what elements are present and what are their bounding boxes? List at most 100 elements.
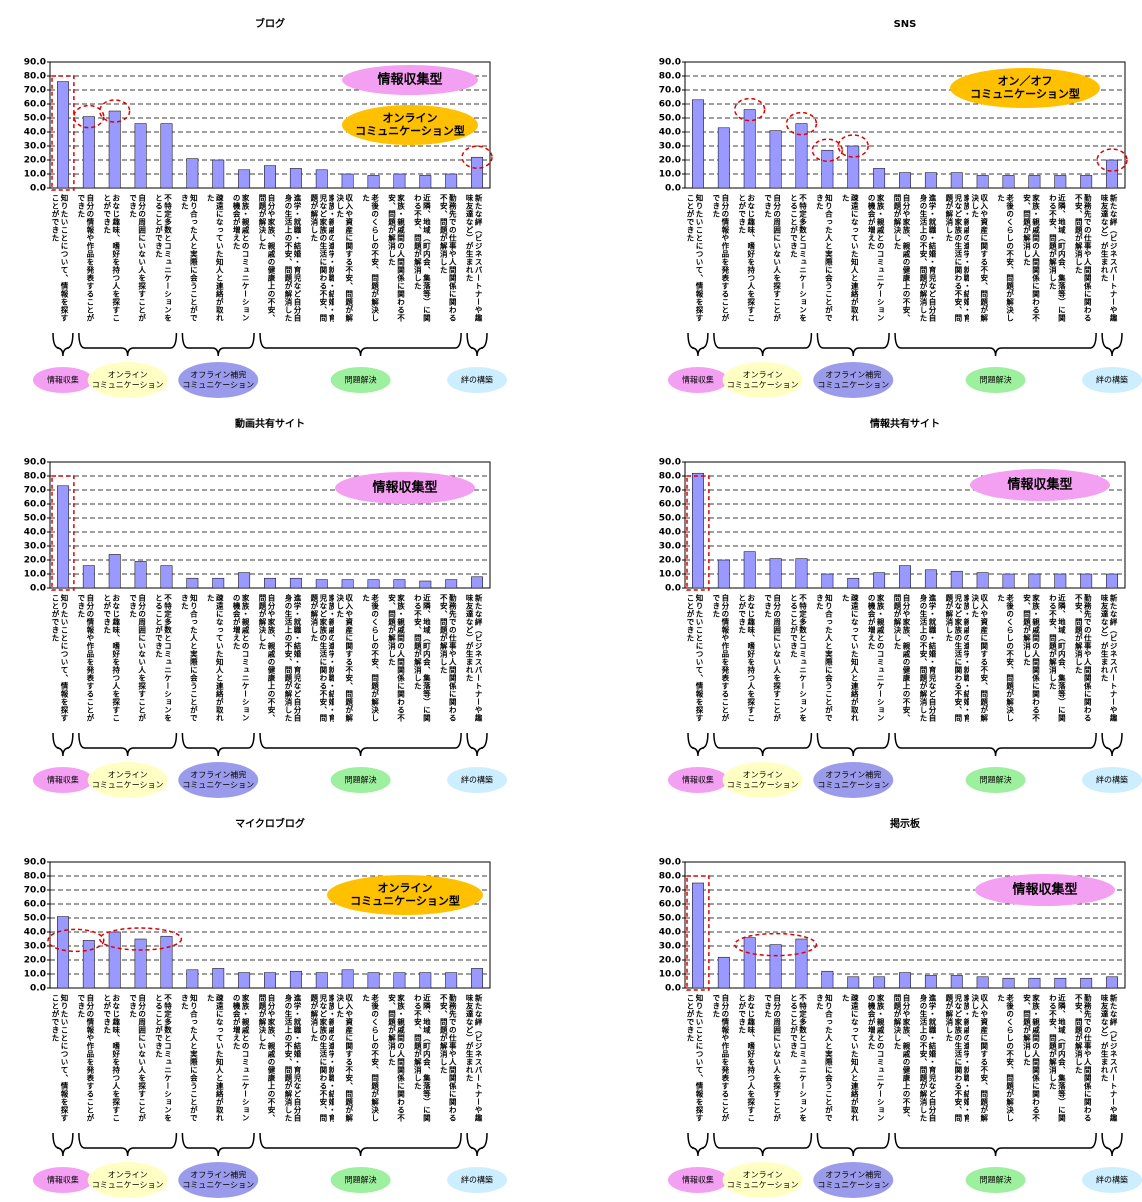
x-tick-label: 家族・親戚とのコミュニケーションの機会が増えた <box>232 194 251 322</box>
y-tick-label: 70.0 <box>659 886 681 896</box>
bar <box>160 565 173 589</box>
group-label: オンライン <box>743 371 783 380</box>
group-label: 情報収集 <box>682 375 714 385</box>
bar <box>743 937 756 989</box>
group-badge <box>813 762 894 798</box>
x-tick-label: 家族・親戚間の人間関係に関わる不安、問題が解消した <box>387 594 406 722</box>
category-label-box: 近隣、地域（町内会、集落等）に関わる不安、問題が解消した <box>413 194 431 322</box>
x-tick-label: 知りたいことについて、情報を探すことができた <box>51 994 69 1122</box>
x-tick-label: 近隣、地域（町内会、集落等）に関わる不安、問題が解消した <box>1048 594 1067 722</box>
category-label-box: 不特定多数とコミュニケーションをとることができた <box>790 594 808 722</box>
category-label-box: 知り合った人と実際に会うことができた <box>815 994 833 1122</box>
category-label-box: 知り合った人と実際に会うことができた <box>815 194 833 322</box>
y-tick-label: 80.0 <box>659 872 681 882</box>
group-label: コミュニケーション <box>182 381 254 390</box>
bar <box>341 173 354 189</box>
group-label: オフライン補完 <box>190 770 246 780</box>
y-tick-label: 70.0 <box>24 886 46 896</box>
x-tick-label: 家族・親戚の進学・就職・結婚・育児など家族の生活に関わる不安、問題が解消した <box>309 594 334 722</box>
x-tick-label: 自分や家族、親戚の健康上の不安、問題が解決した <box>258 194 277 322</box>
group-badge <box>1082 367 1142 393</box>
bar <box>367 175 380 189</box>
bar <box>82 565 95 589</box>
y-tick-label: 20.0 <box>659 556 681 566</box>
x-tick-label: 自分の情報や作品を発表することができた <box>76 994 95 1122</box>
y-tick-label: 90.0 <box>24 58 46 68</box>
category-label-box: 近隣、地域（町内会、集落等）に関わる不安、問題が解消した <box>413 994 431 1122</box>
category-label-box: 自分の周囲にいない人を探すことができた <box>764 194 782 322</box>
group-brace <box>687 332 709 357</box>
bar <box>1028 573 1041 589</box>
group-label: コミュニケーション <box>182 1181 254 1190</box>
bar <box>1054 175 1067 189</box>
group-brace <box>466 732 488 757</box>
y-tick-label: 50.0 <box>659 114 681 124</box>
category-label-box: 近隣、地域（町内会、集落等）に関わる不安、問題が解消した <box>413 594 431 722</box>
y-tick-label: 0.0 <box>30 184 46 194</box>
category-label-box: 新たな絆（ビジネスパートナーや趣味友達など）が生まれた <box>465 994 483 1122</box>
group-brace <box>1101 332 1123 357</box>
x-tick-label: 新たな絆（ビジネスパートナーや趣味友達など）が生まれた <box>465 594 484 722</box>
group-brace <box>713 332 813 357</box>
x-tick-label: 老後のくらしの不安、問題が解決した <box>996 594 1015 722</box>
group-brace <box>1101 1132 1123 1157</box>
y-tick-label: 20.0 <box>659 956 681 966</box>
chart-title: 動画共有サイト <box>235 417 305 430</box>
x-tick-label: 老後のくらしの不安、問題が解決した <box>996 994 1015 1122</box>
bar <box>134 561 147 589</box>
x-tick-label: 収入や資産に関する不安、問題が解決した <box>970 994 989 1122</box>
category-label-box: 知りたいことについて、情報を探すことができた <box>51 594 69 722</box>
category-label-box: 自分の周囲にいない人を探すことができた <box>129 994 147 1122</box>
bar <box>341 969 354 989</box>
bar <box>212 577 225 589</box>
group-label: オフライン補完 <box>190 370 246 380</box>
x-tick-label: 進学・就職・結婚・育児など自分自身の生活上の不安、問題が解消した <box>918 594 937 722</box>
category-label-box: 不特定多数とコミュニケーションをとることができた <box>790 194 808 322</box>
bar <box>186 158 199 189</box>
x-tick-label: 自分の周囲にいない人を探すことができた <box>763 994 782 1122</box>
group-label: 絆の構築 <box>1096 375 1128 385</box>
category-label-box: 近隣、地域（町内会、集落等）に関わる不安、問題が解消した <box>1048 594 1067 722</box>
group-label: オンライン <box>108 1171 148 1180</box>
bar <box>847 976 860 989</box>
category-label-box: おなじ趣味、嗜好を持つ人を探すことができた <box>738 594 756 722</box>
bar <box>471 576 484 589</box>
x-tick-label: 自分の周囲にいない人を探すことができた <box>128 594 147 722</box>
bar <box>419 972 432 989</box>
category-label-box: 不特定多数とコミュニケーションをとることができた <box>155 194 173 322</box>
group-label: 絆の構築 <box>461 375 493 385</box>
group-label: コミュニケーション <box>92 1181 164 1190</box>
x-tick-label: 近隣、地域（町内会、集落等）に関わる不安、問題が解消した <box>1048 194 1067 322</box>
x-tick-label: 知りたいことについて、情報を探すことができた <box>686 194 704 322</box>
x-tick-label: 知りたいことについて、情報を探すことができた <box>51 594 69 722</box>
category-label-box: 知り合った人と実際に会うことができた <box>180 994 198 1122</box>
group-badge <box>178 362 259 398</box>
bar <box>924 975 937 989</box>
y-tick-label: 70.0 <box>24 86 46 96</box>
group-badge <box>330 767 391 793</box>
x-tick-label: 老後のくらしの不安、問題が解決した <box>996 194 1015 322</box>
bar <box>56 485 69 589</box>
group-badge <box>447 367 508 393</box>
category-label-box: 家族・親戚の進学・就職・結婚・育児など家族の生活に関わる不安、問題が解消した <box>309 594 334 722</box>
x-tick-label: 進学・就職・結婚・育児など自分自身の生活上の不安、問題が解消した <box>283 994 302 1122</box>
type-badge-label: 情報収集型 <box>1012 882 1077 898</box>
y-tick-label: 60.0 <box>24 100 46 110</box>
bar <box>950 975 963 989</box>
x-tick-label: 勤務先での仕事や人間関係に関わる不安、問題が解消した <box>1074 194 1093 322</box>
bar <box>445 972 458 989</box>
x-tick-label: 知り合った人と実際に会うことができた <box>180 594 199 722</box>
group-badge <box>87 1162 168 1198</box>
x-tick-label: 近隣、地域（町内会、集落等）に関わる不安、問題が解消した <box>1048 994 1067 1122</box>
y-tick-label: 10.0 <box>659 170 681 180</box>
group-badge <box>87 362 168 398</box>
bar <box>315 579 328 589</box>
category-label-box: 不特定多数とコミュニケーションをとることができた <box>155 594 173 722</box>
type-badge-label: オン／オフ <box>998 75 1053 88</box>
category-label-box: 自分や家族、親戚の健康上の不安、問題が解決した <box>893 594 911 722</box>
y-tick-label: 0.0 <box>665 184 681 194</box>
group-badge <box>447 767 508 793</box>
highlight-circle <box>73 104 105 129</box>
group-label: 絆の構築 <box>461 775 493 785</box>
bar <box>212 159 225 189</box>
